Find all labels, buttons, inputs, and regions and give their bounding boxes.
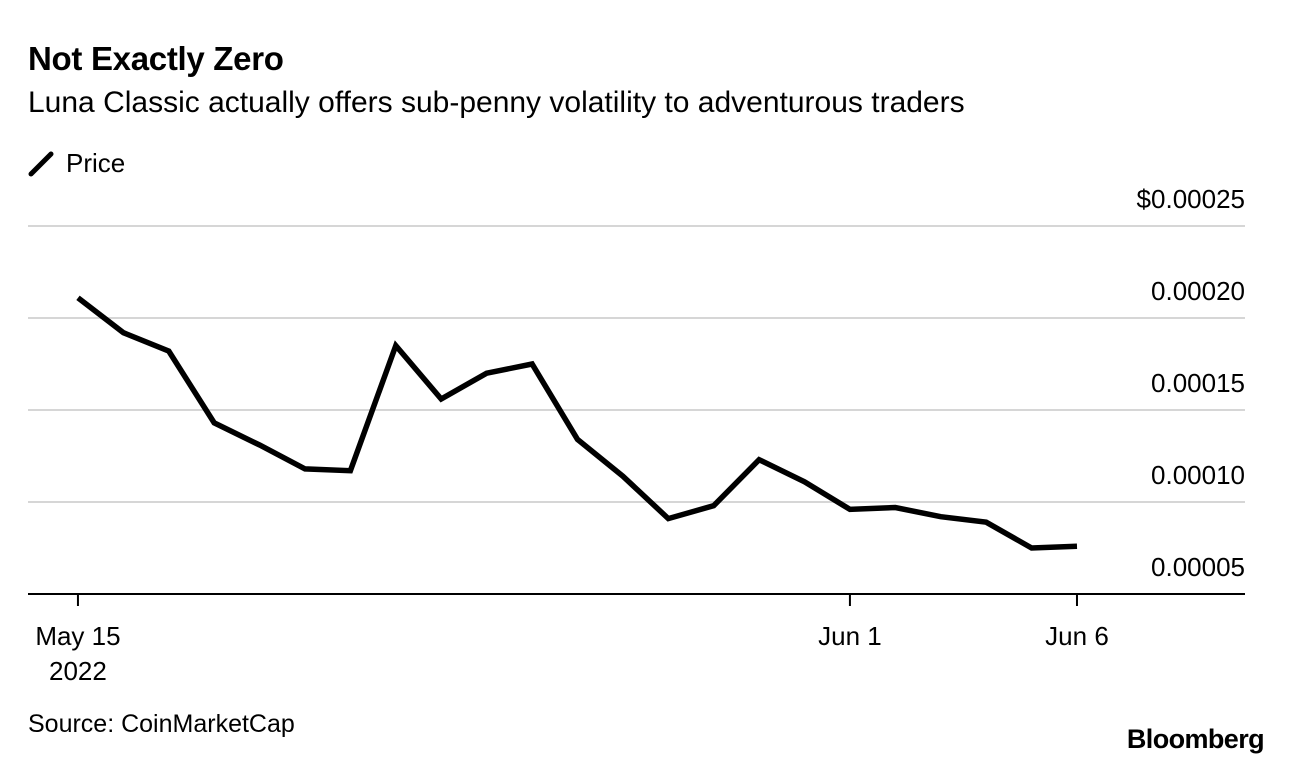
y-tick-label: 0.00010 (1151, 460, 1245, 490)
x-tick-sublabel: 2022 (49, 656, 107, 686)
series-line-price (76, 295, 1078, 551)
y-tick-label: 0.00020 (1151, 276, 1245, 306)
y-tick-label: $0.00025 (1137, 184, 1245, 214)
y-tick-label: 0.00005 (1151, 552, 1245, 582)
legend-label-price: Price (66, 148, 126, 178)
x-axis: May 15 2022 Jun 1 Jun 6 (28, 593, 1245, 686)
chart-subtitle: Luna Classic actually offers sub-penny v… (28, 86, 965, 119)
x-tick-label: Jun 6 (1045, 621, 1109, 651)
y-tick-labels: $0.00025 0.00020 0.00015 0.00010 0.00005 (1137, 184, 1245, 582)
x-tick-label: May 15 (35, 621, 120, 651)
y-tick-label: 0.00015 (1151, 368, 1245, 398)
bloomberg-logo: Bloomberg (1126, 724, 1265, 754)
legend-line-icon (28, 151, 54, 176)
chart-title: Not Exactly Zero (28, 40, 284, 77)
x-tick-label: Jun 1 (818, 621, 882, 651)
grid-lines (28, 225, 1245, 503)
legend: Price (28, 148, 125, 179)
source-note: Source: CoinMarketCap (28, 710, 295, 738)
series-layer (76, 295, 1078, 551)
